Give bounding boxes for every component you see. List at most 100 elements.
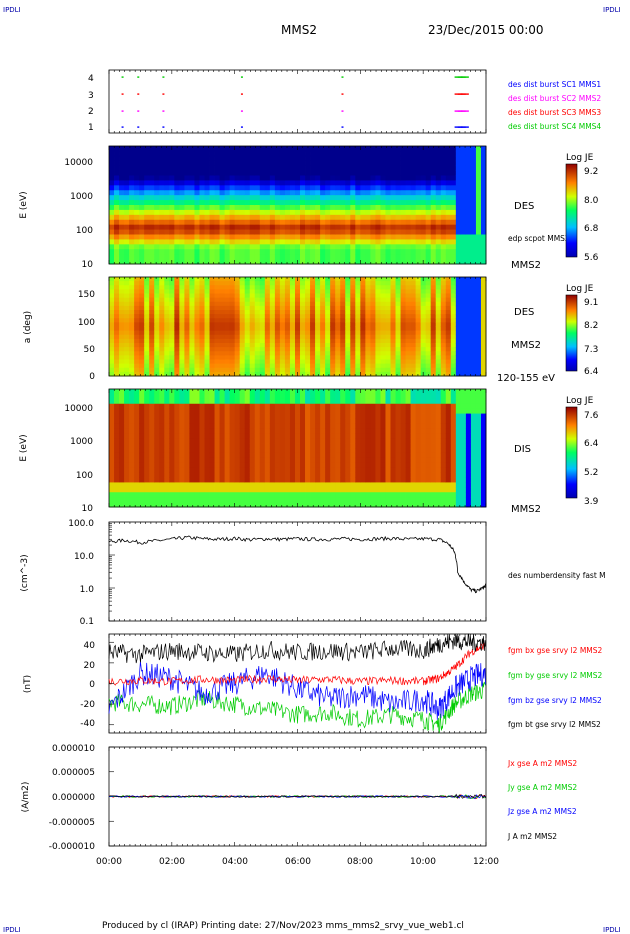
des-pitch-cell xyxy=(154,355,160,360)
des-pitch-cell xyxy=(320,322,326,327)
des-pitch-cell xyxy=(234,359,241,365)
des-pitch-cell xyxy=(435,367,442,373)
dis-energy-cell xyxy=(184,433,190,439)
dis-energy-cell xyxy=(375,448,381,454)
dis-energy-cell xyxy=(360,448,366,454)
des-pitch-cell xyxy=(375,293,381,299)
des-energy-cell xyxy=(460,234,467,240)
dis-energy-cell xyxy=(269,418,276,424)
des-pitch-cell xyxy=(279,363,286,369)
des-pitch-cell xyxy=(279,367,286,373)
des-pitch-cell xyxy=(395,343,401,348)
des-energy-cell xyxy=(289,205,296,211)
dis-energy-cell xyxy=(219,428,226,434)
des-pitch-cell xyxy=(395,371,401,377)
dis-energy-cell xyxy=(320,403,326,410)
des-pitch-cell xyxy=(380,334,386,340)
dis-energy-cell xyxy=(144,423,150,429)
des-pitch-cell xyxy=(249,347,256,352)
des-energy-cell xyxy=(430,175,437,181)
dis-energy-cell xyxy=(109,492,115,498)
dis-energy-cell xyxy=(300,502,306,508)
des-pitch-cell xyxy=(415,338,422,344)
des-pitch-cell xyxy=(284,326,291,332)
dis-energy-cell xyxy=(219,423,226,429)
des-pitch-cell xyxy=(229,289,236,294)
des-pitch-cell xyxy=(204,330,210,336)
des-energy-cell xyxy=(480,224,487,230)
des-pitch-cell xyxy=(410,293,417,299)
des-pitch-cell xyxy=(284,351,291,356)
des-pitch-cell xyxy=(259,318,266,323)
dis-energy-cell xyxy=(284,403,291,410)
dis-energy-cell xyxy=(204,497,210,503)
des-pitch-cell xyxy=(184,334,190,340)
dis-energy-cell xyxy=(355,467,361,473)
dis-energy-cell xyxy=(320,482,326,488)
dis-energy-cell xyxy=(114,477,120,483)
des-energy-cell xyxy=(440,185,447,191)
des-pitch-cell xyxy=(164,289,170,294)
des-pitch-cell xyxy=(375,301,381,307)
dis-energy-cell xyxy=(159,492,165,498)
des-energy-cell xyxy=(360,180,366,186)
des-energy-cell xyxy=(254,175,261,181)
des-energy-cell xyxy=(315,150,321,157)
dis-energy-cell xyxy=(365,393,371,400)
des-energy-cell xyxy=(239,229,246,235)
des-pitch-cell xyxy=(305,343,311,348)
des-energy-cell xyxy=(450,155,457,162)
des-pitch-cell xyxy=(335,318,341,323)
des-energy-cell xyxy=(189,249,195,255)
des-energy-cell xyxy=(269,170,276,176)
des-pitch-cell xyxy=(340,322,346,327)
des-pitch-cell xyxy=(480,359,487,365)
des-energy-cell xyxy=(455,205,462,211)
des-pitch-cell xyxy=(154,281,160,286)
des-pitch-cell xyxy=(219,326,226,332)
dis-energy-cell xyxy=(269,443,276,449)
dis-energy-cell xyxy=(114,462,120,469)
des-energy-cell xyxy=(174,205,180,211)
des-pitch-cell xyxy=(300,314,306,319)
des-energy-cell xyxy=(289,249,296,255)
des-energy-cell xyxy=(109,180,115,186)
des-energy-cell xyxy=(310,205,316,211)
des-pitch-cell xyxy=(395,363,401,369)
des-pitch-cell xyxy=(365,338,371,344)
des-pitch-cell xyxy=(204,301,210,307)
des-pitch-cell xyxy=(209,277,215,282)
des-pitch-cell xyxy=(430,285,437,290)
des-energy-cell xyxy=(264,170,271,176)
des-pitch-cell xyxy=(465,301,472,307)
dis-energy-cell xyxy=(375,472,381,478)
dis-energy-cell xyxy=(315,457,321,464)
des-energy-cell xyxy=(159,209,165,216)
des-pitch-cell xyxy=(440,297,447,303)
des-pitch-cell xyxy=(385,351,391,356)
dis-energy-cell xyxy=(169,448,175,454)
des-energy-cell xyxy=(405,165,411,171)
des-energy-cell xyxy=(179,146,185,152)
des-pitch-cell xyxy=(450,330,457,336)
dis-energy-cell xyxy=(109,472,115,478)
dis-energy-cell xyxy=(330,492,336,498)
des-pitch-cell xyxy=(294,351,301,356)
des-energy-cell xyxy=(395,185,401,191)
des-energy-cell xyxy=(169,195,175,201)
des-energy-cell xyxy=(229,224,236,230)
dis-energy-cell xyxy=(174,462,180,469)
dis-energy-cell xyxy=(179,423,185,429)
des-pitch-cell xyxy=(470,285,477,290)
dis-energy-cell xyxy=(214,452,220,459)
des-pitch-cell xyxy=(355,318,361,323)
dis-energy-cell xyxy=(335,467,341,473)
des-energy-cell xyxy=(119,219,125,226)
dis-energy-cell xyxy=(189,487,195,493)
dis-energy-cell xyxy=(134,418,140,424)
des-pitch-cell xyxy=(139,334,145,340)
des-energy-cell xyxy=(450,150,457,157)
des-energy-cell xyxy=(119,170,125,176)
des-pitch-cell xyxy=(335,330,341,336)
des-energy-cell xyxy=(269,239,276,245)
